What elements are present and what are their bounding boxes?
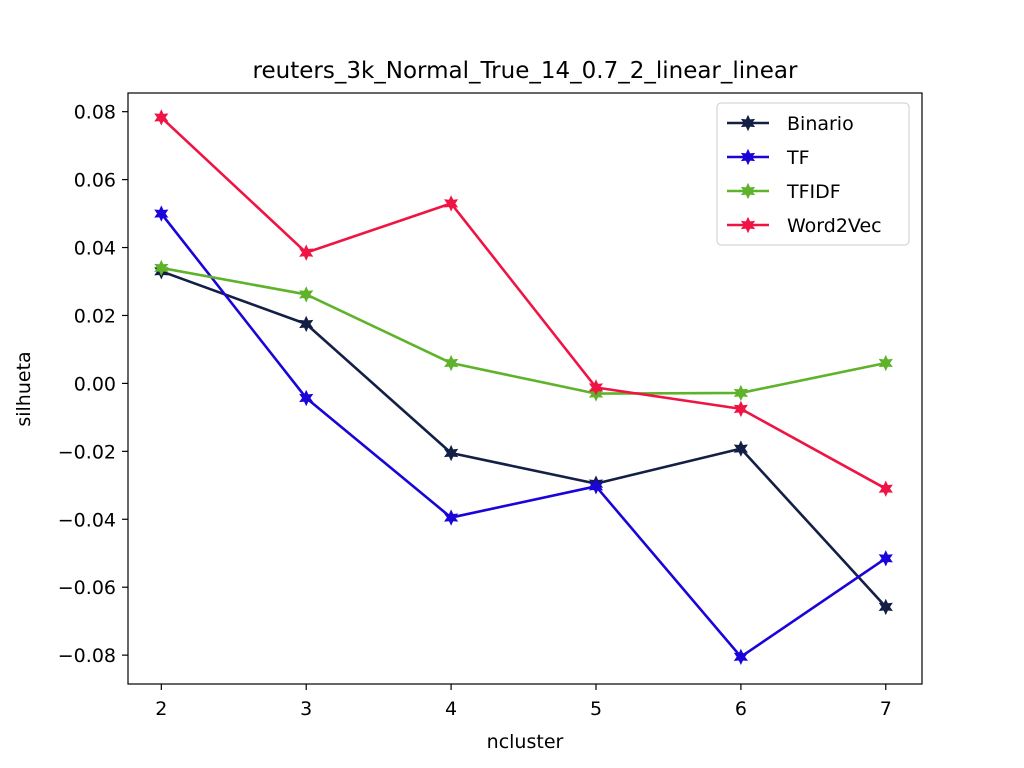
data-point [733,384,748,402]
x-tick-label: 5 [590,698,602,720]
data-point [878,354,893,372]
series-line [161,266,887,395]
x-tick-label: 7 [880,698,892,720]
data-point [299,315,314,333]
data-point [444,509,459,526]
x-axis-label: ncluster [487,731,564,753]
y-tick-label: −0.02 [58,441,116,463]
data-point [878,480,893,497]
data-point [154,205,169,222]
data-point [444,444,459,462]
data-point [444,354,459,372]
legend-label: TF [786,147,810,169]
legend: Binario TF TFIDF Word2Vec [716,102,910,246]
data-point [588,478,604,495]
data-point [878,550,893,567]
data-point [878,598,893,616]
y-axis-label: silhueta [13,351,35,426]
y-tick-label: 0.06 [74,170,116,192]
legend-label: TFIDF [786,181,841,203]
plot-marks [154,109,893,666]
legend-label: Word2Vec [787,215,882,237]
data-point [154,109,169,126]
y-axis-ticks: −0.08 −0.06 −0.04 −0.02 0.00 0.02 0.04 0.06 0.08 [58,102,128,667]
y-tick-label: 0.08 [74,102,116,124]
y-tick-label: 0.00 [74,373,116,395]
data-point [154,259,169,277]
data-point [299,389,314,407]
data-point [733,400,748,418]
series-line [160,270,887,608]
x-tick-label: 2 [155,698,167,720]
y-tick-label: 0.02 [74,305,116,327]
x-tick-label: 6 [735,698,747,720]
legend-label: Binario [787,113,854,135]
x-tick-label: 3 [300,698,312,720]
data-point [733,648,748,666]
plot-frame [127,92,923,685]
legend-box [716,102,910,246]
data-point [733,440,748,457]
series-word2vec [154,109,893,497]
legend-marker [740,216,756,234]
series-line [160,212,887,659]
legend-marker [740,148,756,166]
y-tick-label: 0.04 [74,238,116,260]
series-tf [154,205,893,666]
series-line [160,116,887,490]
legend-marker [740,114,756,132]
data-point [299,244,314,261]
x-tick-label: 4 [445,698,457,720]
chart-title: reuters_3k_Normal_True_14_0.7_2_linear_l… [253,58,798,84]
data-point [299,286,314,303]
y-tick-label: −0.08 [58,645,116,667]
y-tick-label: −0.04 [58,509,116,531]
data-point [588,379,604,396]
x-axis-ticks: 2 3 4 5 6 7 [155,684,892,720]
data-point [444,195,459,212]
legend-marker [740,182,756,200]
y-tick-label: −0.06 [58,577,116,599]
